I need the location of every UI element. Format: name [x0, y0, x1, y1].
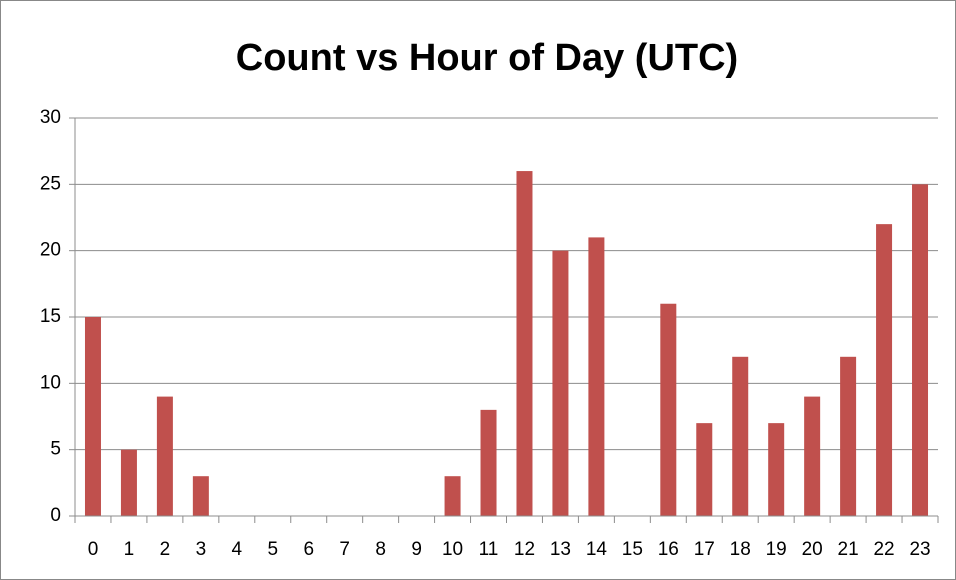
x-tick-label: 1: [124, 539, 135, 560]
x-tick-label: 9: [411, 539, 422, 560]
y-tick-label: 0: [50, 505, 61, 526]
y-tick-label: 10: [40, 372, 61, 393]
y-tick-label: 15: [40, 306, 61, 327]
x-tick-label: 0: [88, 539, 99, 560]
x-tick-label: 6: [303, 539, 314, 560]
bar: [912, 184, 929, 517]
bar: [840, 356, 857, 516]
bar: [516, 171, 533, 517]
x-tick-label: 12: [514, 539, 535, 560]
bar: [660, 303, 677, 516]
y-tick-label: 5: [50, 439, 61, 460]
bar: [120, 449, 137, 516]
chart-title: Count vs Hour of Day (UTC): [236, 37, 738, 79]
bar: [84, 317, 101, 516]
bar: [804, 396, 821, 516]
x-tick-label: 20: [802, 539, 823, 560]
bar: [588, 237, 605, 516]
x-tick-label: 21: [838, 539, 859, 560]
x-tick-label: 17: [694, 539, 715, 560]
y-tick-label: 20: [40, 240, 61, 261]
x-tick-label: 10: [442, 539, 463, 560]
y-tick-label: 25: [40, 173, 61, 194]
x-tick-label: 5: [267, 539, 278, 560]
bar: [444, 476, 461, 516]
x-tick-label: 14: [586, 539, 608, 560]
x-tick-label: 11: [479, 539, 499, 560]
bar: [552, 250, 569, 516]
x-tick-label: 13: [550, 539, 571, 560]
bar: [732, 356, 749, 516]
x-tick-label: 23: [909, 539, 930, 560]
x-tick-label: 4: [232, 539, 243, 560]
bar: [480, 409, 497, 516]
x-tick-label: 3: [196, 539, 207, 560]
x-tick-label: 19: [766, 539, 787, 560]
x-tick-label: 2: [160, 539, 171, 560]
x-tick-label: 18: [730, 539, 751, 560]
x-tick-label: 15: [622, 539, 643, 560]
x-tick-label: 7: [339, 539, 350, 560]
bar: [876, 224, 893, 516]
x-tick-label: 16: [658, 539, 679, 560]
bar: [696, 423, 713, 516]
x-tick-label: 22: [873, 539, 894, 560]
bar: [156, 396, 173, 516]
y-tick-label: 30: [40, 107, 61, 128]
bar: [768, 423, 785, 516]
bar: [192, 476, 209, 516]
x-tick-label: 8: [375, 539, 386, 560]
